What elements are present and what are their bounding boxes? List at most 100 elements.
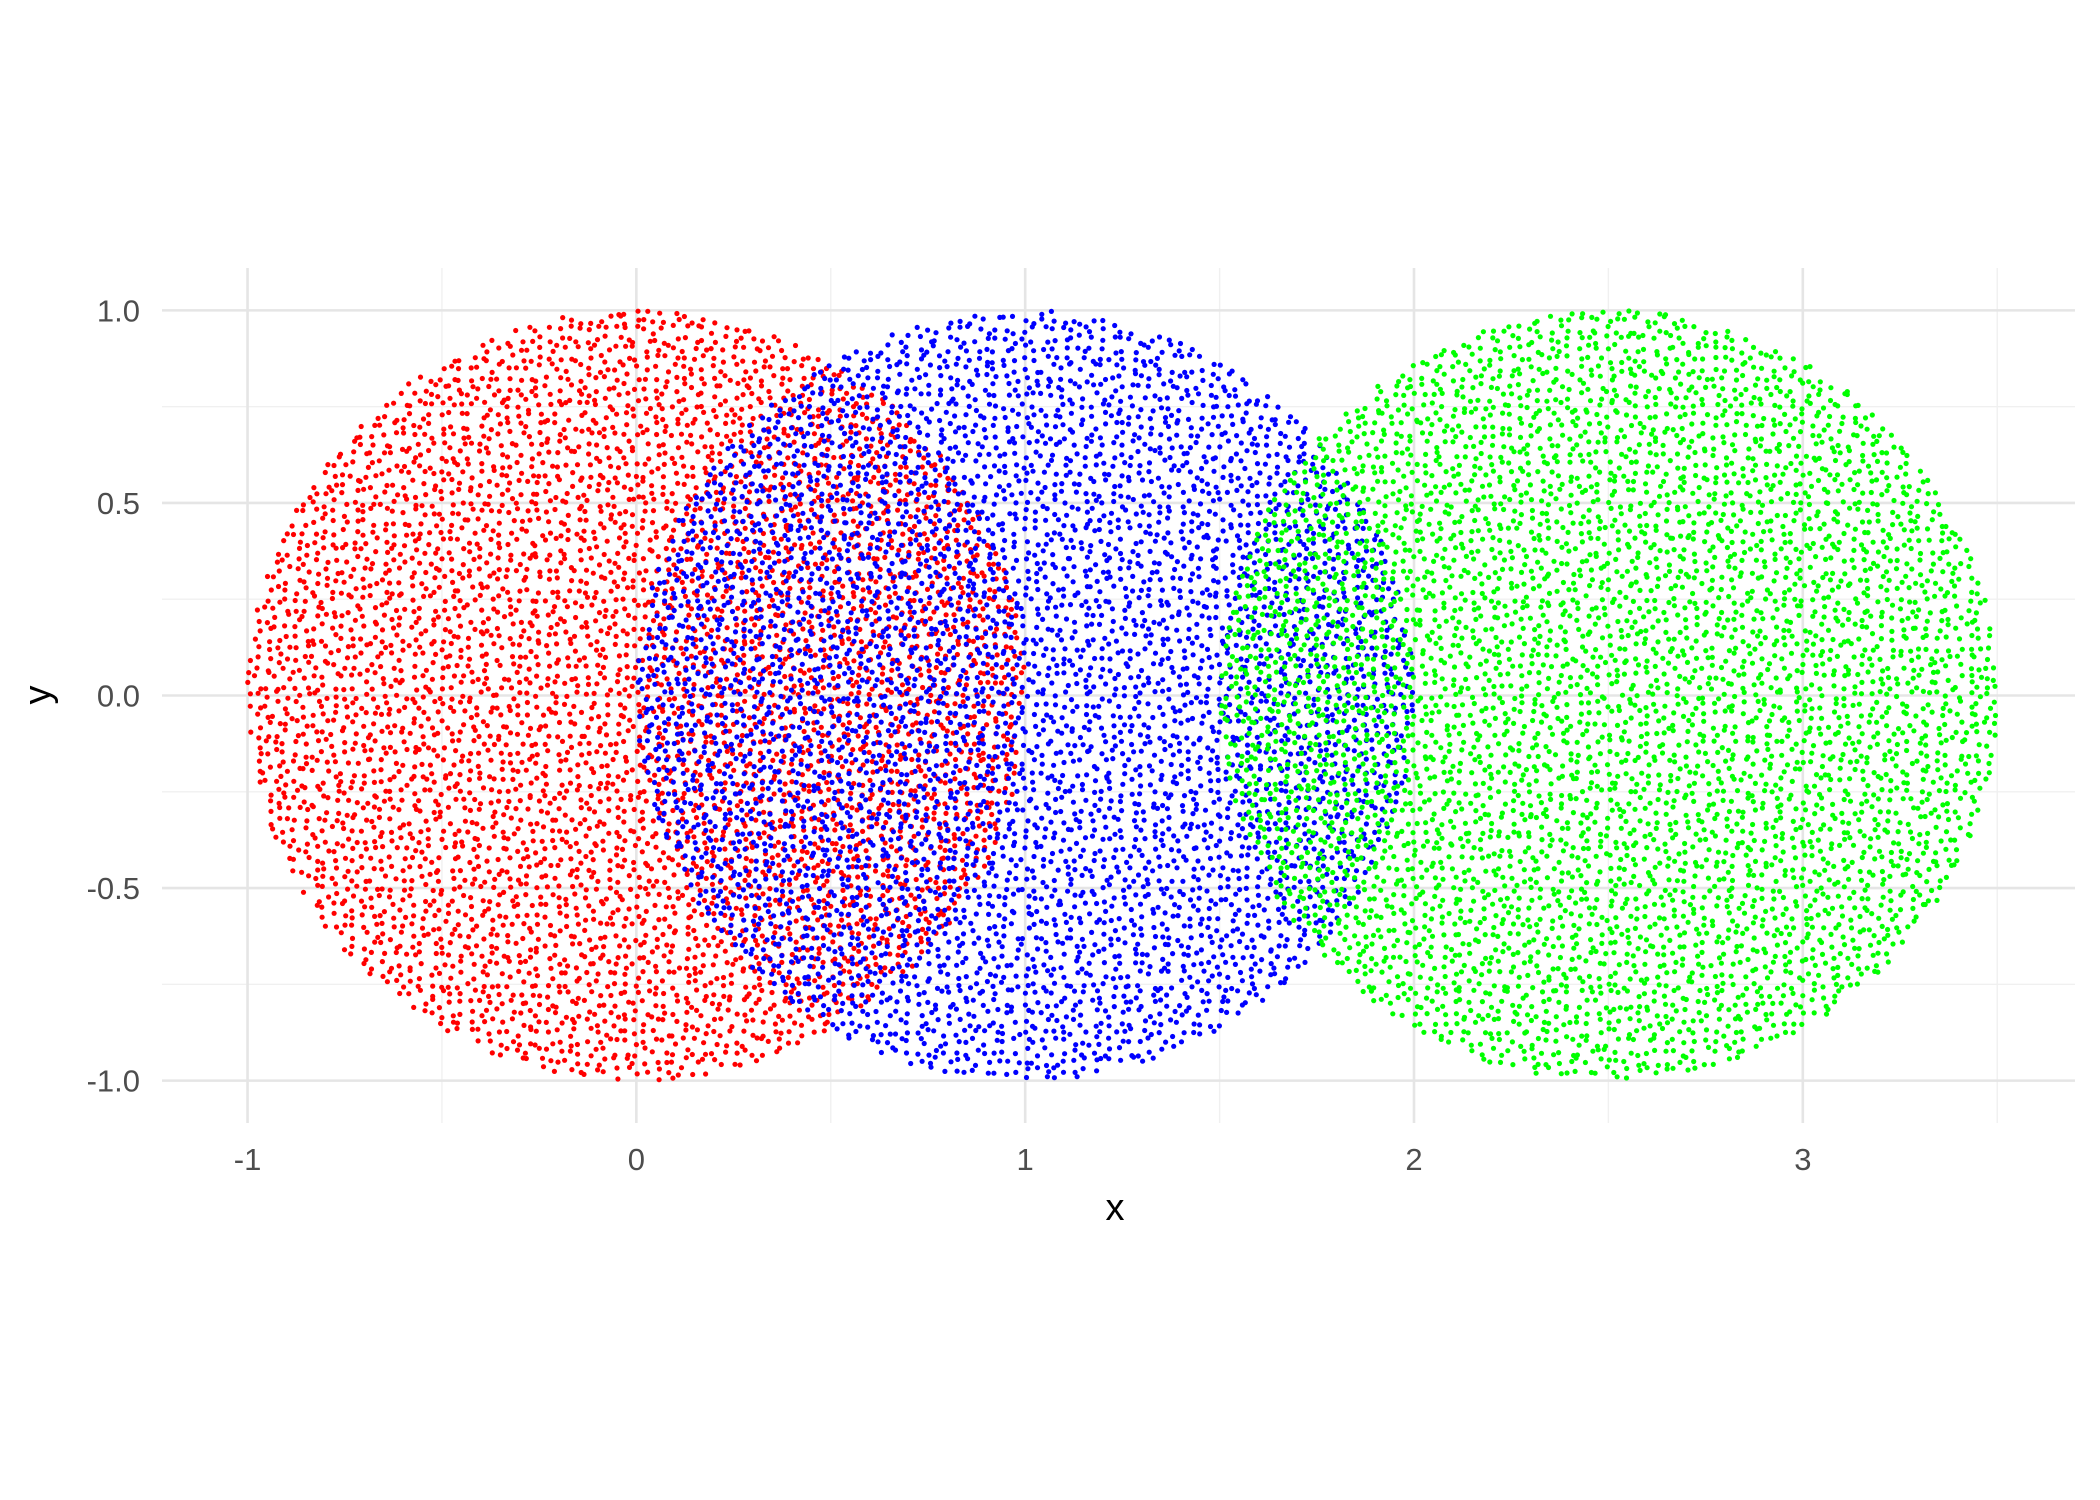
- data-point: [336, 788, 342, 794]
- data-point: [653, 1003, 659, 1009]
- data-point: [878, 969, 884, 975]
- data-point: [524, 912, 530, 918]
- data-point: [774, 1049, 780, 1055]
- data-point: [301, 799, 307, 805]
- data-point: [733, 338, 740, 344]
- data-point: [455, 922, 461, 928]
- data-point: [608, 569, 614, 575]
- data-point: [423, 818, 429, 824]
- data-point: [907, 933, 913, 939]
- data-point: [493, 820, 499, 826]
- data-point: [769, 855, 775, 861]
- data-points: [245, 308, 1999, 1083]
- data-point: [578, 557, 584, 563]
- data-point: [400, 897, 406, 903]
- data-point: [656, 781, 662, 788]
- data-point: [466, 568, 472, 574]
- data-point: [727, 994, 733, 1000]
- data-point: [614, 1036, 620, 1043]
- data-point: [543, 763, 549, 770]
- data-point: [840, 887, 846, 894]
- data-point: [568, 382, 575, 388]
- data-point: [796, 980, 802, 986]
- data-point: [372, 839, 378, 845]
- data-point: [478, 883, 484, 890]
- data-point: [591, 342, 598, 348]
- data-point: [413, 848, 419, 854]
- data-point: [540, 533, 546, 539]
- data-point: [596, 714, 602, 720]
- data-point: [567, 780, 574, 786]
- data-point: [475, 1026, 481, 1032]
- data-point: [478, 629, 484, 635]
- data-point: [993, 626, 1000, 632]
- data-point: [839, 917, 845, 923]
- data-point: [989, 800, 995, 806]
- data-point: [509, 921, 515, 927]
- data-point: [362, 886, 368, 892]
- data-point: [602, 721, 608, 727]
- data-point: [907, 514, 914, 520]
- data-point: [760, 1019, 766, 1025]
- data-point: [342, 740, 348, 746]
- data-point: [750, 1017, 756, 1023]
- data-point: [350, 746, 356, 752]
- data-point: [704, 922, 710, 929]
- data-point: [807, 585, 813, 591]
- data-point: [380, 844, 386, 850]
- data-point: [401, 485, 407, 491]
- data-point: [760, 786, 766, 792]
- data-point: [544, 643, 550, 649]
- data-point: [514, 669, 520, 676]
- data-point: [467, 695, 473, 701]
- data-point: [608, 969, 614, 975]
- data-point: [382, 950, 388, 957]
- data-point: [756, 975, 762, 982]
- data-point: [590, 417, 596, 423]
- data-point: [481, 668, 488, 674]
- data-point: [916, 550, 922, 557]
- data-point: [640, 474, 646, 481]
- data-point: [664, 942, 670, 948]
- data-point: [411, 674, 418, 680]
- data-point: [772, 930, 778, 936]
- data-point: [481, 527, 487, 533]
- data-point: [476, 448, 483, 454]
- data-point: [401, 887, 408, 893]
- data-point: [666, 821, 672, 827]
- data-point: [921, 531, 927, 537]
- data-point: [648, 866, 655, 872]
- data-point: [331, 497, 337, 503]
- data-point: [686, 750, 692, 756]
- data-point: [622, 838, 628, 844]
- data-point: [907, 448, 914, 454]
- data-point: [688, 653, 695, 659]
- data-point: [407, 978, 413, 984]
- data-point: [517, 654, 524, 660]
- data-point: [760, 1033, 766, 1039]
- data-point: [912, 788, 918, 794]
- data-point: [416, 605, 422, 612]
- data-point: [629, 445, 636, 451]
- data-point: [432, 575, 438, 581]
- data-point: [345, 610, 351, 616]
- data-point: [631, 597, 638, 604]
- data-point: [625, 612, 632, 619]
- data-point: [630, 578, 636, 584]
- data-point: [462, 818, 468, 824]
- data-point: [436, 511, 442, 517]
- data-point: [880, 400, 887, 406]
- data-point: [274, 734, 280, 740]
- data-point: [538, 411, 545, 417]
- data-point: [504, 404, 510, 410]
- data-point: [786, 1029, 792, 1035]
- data-point: [675, 480, 681, 486]
- data-point: [644, 354, 650, 360]
- data-point: [692, 970, 699, 976]
- data-point: [777, 818, 784, 824]
- data-point: [842, 656, 848, 662]
- data-point: [593, 886, 600, 892]
- data-point: [342, 922, 348, 928]
- data-point: [636, 874, 642, 881]
- data-point: [377, 913, 383, 919]
